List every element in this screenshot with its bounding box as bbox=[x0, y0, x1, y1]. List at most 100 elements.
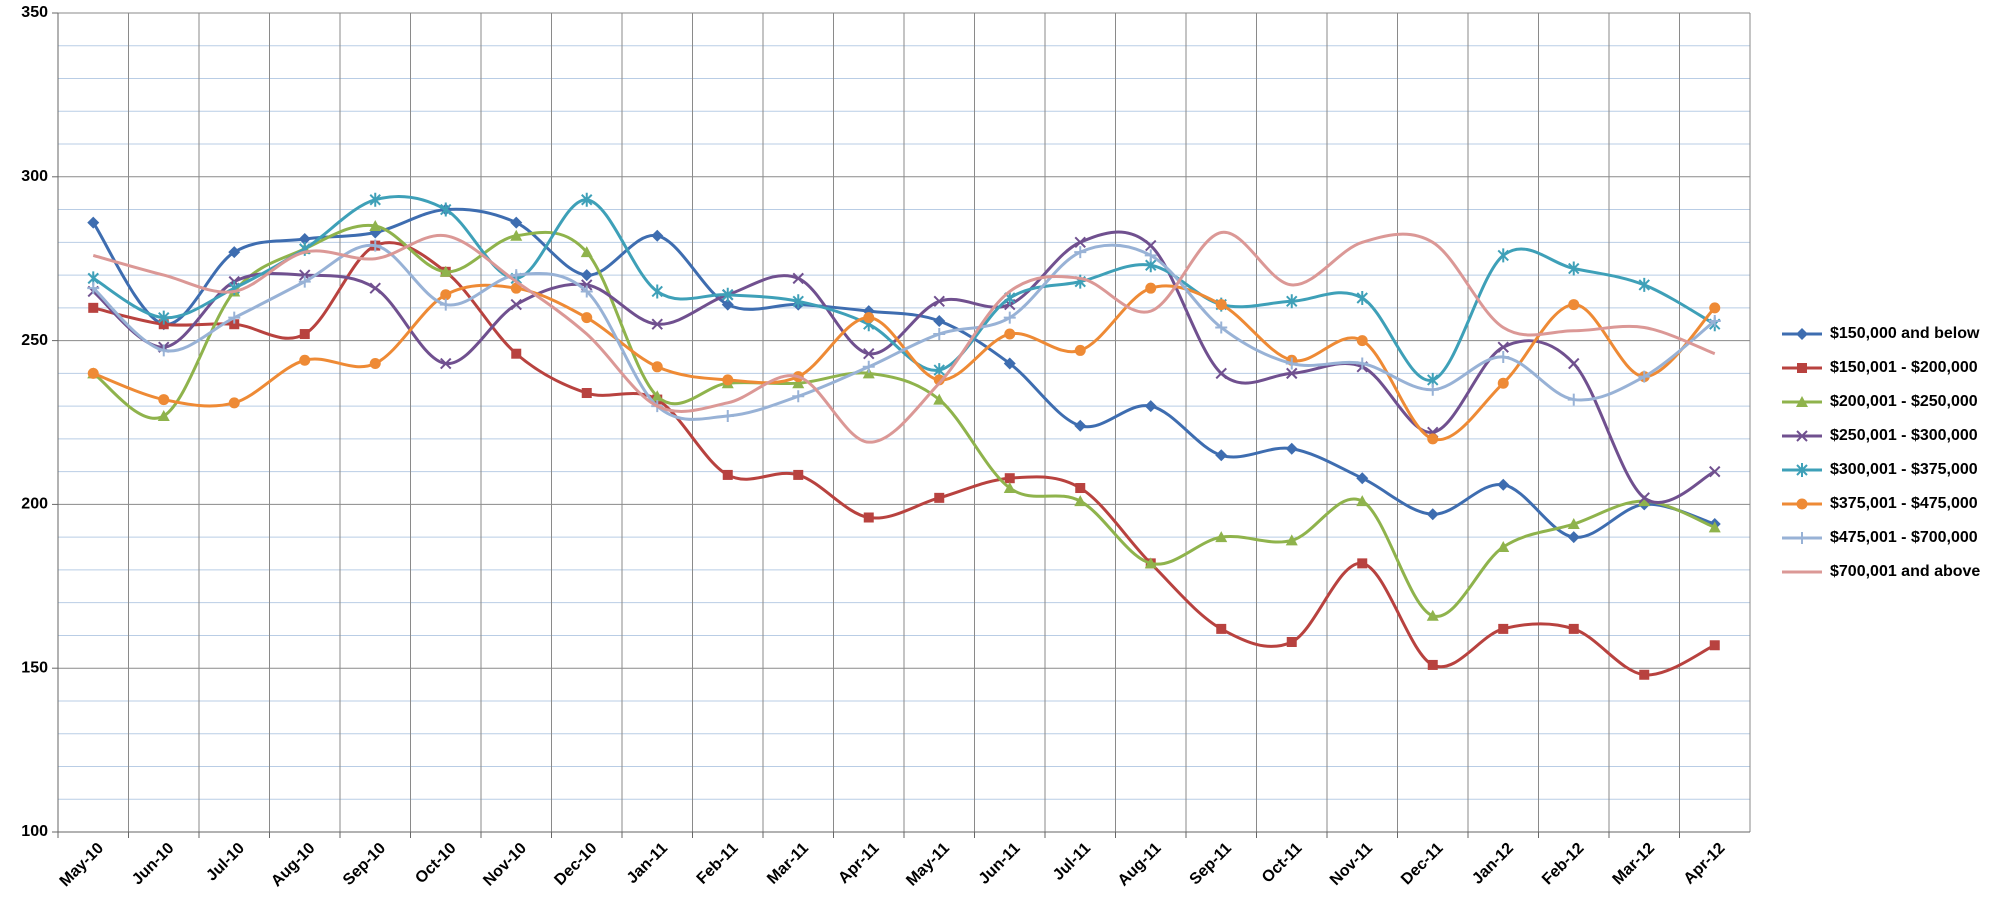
marker bbox=[440, 357, 452, 370]
marker bbox=[1567, 531, 1580, 544]
marker bbox=[1638, 495, 1651, 507]
marker bbox=[1356, 472, 1369, 485]
marker bbox=[1796, 430, 1808, 442]
marker bbox=[580, 269, 593, 282]
marker bbox=[1145, 282, 1157, 294]
series-line bbox=[92, 230, 1716, 444]
marker bbox=[87, 216, 100, 229]
marker bbox=[933, 314, 946, 327]
series-line bbox=[92, 207, 1716, 539]
marker bbox=[1497, 478, 1510, 491]
marker bbox=[1285, 357, 1298, 370]
marker bbox=[510, 269, 523, 282]
marker bbox=[1797, 363, 1807, 373]
marker bbox=[1426, 508, 1439, 521]
marker bbox=[651, 229, 664, 242]
marker bbox=[1357, 558, 1368, 569]
marker bbox=[228, 397, 240, 409]
marker bbox=[440, 289, 452, 301]
marker bbox=[1286, 636, 1297, 647]
legend-label: $150,001 - $200,000 bbox=[1830, 359, 1978, 376]
legend-label: $475,001 - $700,000 bbox=[1830, 529, 1978, 546]
marker bbox=[1639, 669, 1650, 680]
marker bbox=[863, 312, 875, 324]
marker bbox=[862, 367, 875, 379]
marker bbox=[1356, 357, 1369, 370]
marker bbox=[1075, 483, 1086, 494]
marker bbox=[1144, 249, 1157, 262]
marker bbox=[369, 358, 381, 370]
marker bbox=[1796, 498, 1808, 510]
marker bbox=[1003, 357, 1016, 370]
marker bbox=[863, 347, 875, 360]
marker bbox=[158, 394, 170, 406]
x-tick-label: Jul-11 bbox=[1050, 840, 1094, 884]
marker bbox=[1497, 377, 1509, 389]
marker bbox=[1638, 277, 1650, 292]
series bbox=[87, 282, 1721, 445]
marker bbox=[1796, 328, 1808, 340]
y-tick-label: 150 bbox=[21, 659, 48, 676]
marker bbox=[1568, 623, 1579, 634]
marker bbox=[1356, 291, 1368, 306]
marker bbox=[793, 469, 804, 480]
marker bbox=[1215, 299, 1227, 311]
legend-label: $200,001 - $250,000 bbox=[1830, 393, 1978, 410]
marker bbox=[1074, 236, 1086, 249]
x-tick-label: May-11 bbox=[903, 840, 953, 890]
x-tick-label: Feb-11 bbox=[694, 840, 742, 888]
y-tick-label: 300 bbox=[21, 168, 48, 185]
marker bbox=[863, 512, 874, 523]
x-tick-label: Jan-12 bbox=[1469, 840, 1517, 888]
marker bbox=[510, 298, 522, 311]
marker bbox=[1074, 419, 1087, 432]
y-tick-label: 200 bbox=[21, 496, 48, 513]
marker bbox=[1426, 609, 1439, 621]
marker bbox=[651, 390, 664, 402]
legend-label: $375,001 - $475,000 bbox=[1830, 495, 1978, 512]
x-tick-label: Oct-11 bbox=[1259, 840, 1306, 887]
marker bbox=[933, 328, 946, 341]
marker bbox=[1003, 482, 1016, 494]
series bbox=[87, 219, 1721, 621]
marker bbox=[580, 246, 593, 258]
x-tick-label: Mar-12 bbox=[1610, 840, 1659, 889]
marker bbox=[1709, 302, 1721, 314]
marker bbox=[722, 287, 734, 302]
marker bbox=[1216, 623, 1227, 634]
marker bbox=[1567, 518, 1580, 530]
marker bbox=[1285, 534, 1298, 546]
y-tick-label: 100 bbox=[21, 823, 48, 840]
marker bbox=[1144, 557, 1157, 569]
y-tick-label: 350 bbox=[21, 4, 48, 21]
marker bbox=[1796, 396, 1808, 407]
marker bbox=[1708, 521, 1721, 533]
marker bbox=[1497, 540, 1510, 552]
marker bbox=[1708, 314, 1721, 327]
marker bbox=[1709, 640, 1720, 651]
marker bbox=[510, 282, 522, 294]
x-tick-label: Apr-12 bbox=[1681, 840, 1729, 888]
x-tick-label: Aug-11 bbox=[1115, 840, 1165, 890]
series-line bbox=[92, 243, 1716, 421]
marker bbox=[1796, 463, 1808, 477]
marker bbox=[1003, 311, 1016, 324]
legend-entry: $375,001 - $475,000 bbox=[1782, 495, 1978, 512]
marker bbox=[1074, 246, 1087, 259]
marker bbox=[581, 192, 593, 207]
marker bbox=[158, 310, 170, 325]
marker bbox=[721, 409, 734, 422]
y-tick-label: 250 bbox=[21, 332, 48, 349]
legend-label: $300,001 - $375,000 bbox=[1830, 461, 1978, 478]
marker bbox=[369, 192, 381, 207]
legend-entry: $200,001 - $250,000 bbox=[1782, 393, 1978, 410]
x-tick-label: Mar-11 bbox=[764, 840, 812, 888]
legend-entry: $300,001 - $375,000 bbox=[1782, 461, 1978, 478]
marker bbox=[88, 302, 99, 313]
marker bbox=[439, 265, 452, 277]
x-tick-label: Sep-10 bbox=[340, 840, 389, 889]
marker bbox=[1286, 294, 1298, 309]
x-tick-label: Oct-10 bbox=[412, 840, 459, 887]
x-tick-label: Sep-11 bbox=[1187, 840, 1236, 889]
marker bbox=[369, 282, 381, 294]
